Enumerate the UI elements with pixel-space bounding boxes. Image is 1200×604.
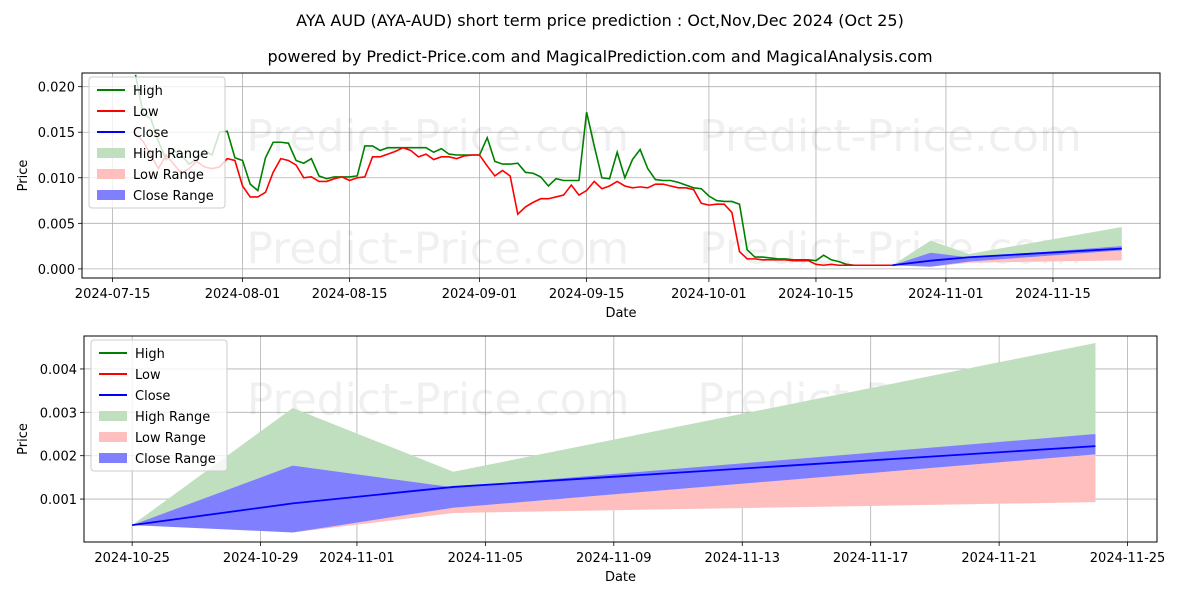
y-tick-label: 0.004	[40, 363, 77, 378]
legend-label: Low Range	[135, 431, 206, 446]
legend-label: Low Range	[133, 168, 204, 183]
legend: High Low Close High Range Low Range Close Ran…	[88, 76, 226, 209]
close-range-area	[132, 434, 1096, 533]
x-tick-label: 2024-07-15	[75, 287, 151, 302]
y-axis-label: Price	[16, 160, 31, 192]
watermark: Predict-Price.com	[246, 111, 629, 162]
x-tick-label: 2024-08-01	[205, 287, 281, 302]
y-tick-label: 0.000	[38, 263, 75, 278]
x-axis-label: Date	[605, 570, 636, 585]
chart-title: AYA AUD (AYA-AUD) short term price predi…	[296, 11, 904, 30]
x-tick-label: 2024-11-25	[1090, 551, 1166, 566]
x-tick-label: 2024-11-13	[704, 551, 780, 566]
legend-swatch-high-range	[99, 411, 127, 421]
legend-swatch-close-range	[97, 190, 125, 200]
x-tick-label: 2024-11-09	[576, 551, 652, 566]
low-range-area	[892, 250, 1122, 267]
x-tick-label: 2024-11-01	[319, 551, 395, 566]
x-tick-label: 2024-11-17	[833, 551, 909, 566]
low-line	[134, 133, 893, 267]
y-tick-label: 0.015	[38, 126, 75, 141]
x-tick-label: 2024-09-01	[442, 287, 518, 302]
y-tick-label: 0.002	[40, 450, 77, 465]
close-line	[892, 247, 1122, 267]
legend-label: Close	[133, 126, 168, 141]
x-tick-label: 2024-11-05	[448, 551, 524, 566]
legend-swatch-low-range	[97, 169, 125, 179]
legend-swatch-low-range	[99, 432, 127, 442]
y-tick-label: 0.003	[40, 406, 77, 421]
legend-label: Close Range	[135, 452, 216, 467]
legend-label: Close Range	[133, 189, 214, 204]
x-tick-label: 2024-11-21	[961, 551, 1037, 566]
chart-subtitle: powered by Predict-Price.com and Magical…	[267, 47, 932, 66]
axes-frame	[83, 335, 1158, 543]
legend-label: Low	[133, 105, 159, 120]
x-tick-label: 2024-11-01	[908, 287, 984, 302]
legend-label: High	[135, 347, 165, 362]
x-tick-label: 2024-10-29	[223, 551, 299, 566]
legend: High Low Close High Range Low Range Close Ran…	[90, 339, 228, 472]
legend-swatch-high-range	[97, 148, 125, 158]
x-tick-label: 2024-10-25	[94, 551, 170, 566]
top-chart: 2024-07-15 2024-08-01 2024-08-15 2024-09-01…	[16, 72, 1161, 321]
legend-label: High	[133, 84, 163, 99]
y-tick-label: 0.020	[38, 81, 75, 96]
close-line	[132, 445, 1096, 526]
x-axis-label: Date	[605, 306, 636, 321]
y-tick-label: 0.001	[40, 493, 77, 508]
y-axis-label: Price	[16, 423, 31, 455]
legend-label: Close	[135, 389, 170, 404]
low-range-area	[132, 454, 1096, 533]
legend-swatch-close-range	[99, 453, 127, 463]
high-line	[134, 74, 893, 267]
legend-label: High Range	[133, 147, 208, 162]
plot-area: Predict-Price.com Predict-Price.com Predic…	[134, 74, 1122, 275]
x-tick-label: 2024-08-15	[312, 287, 388, 302]
x-tick-label: 2024-10-15	[778, 287, 854, 302]
x-tick-label: 2024-09-15	[549, 287, 625, 302]
bottom-chart: 2024-10-25 2024-10-29 2024-11-01 2024-11-05…	[16, 335, 1166, 585]
x-tick-label: 2024-10-01	[671, 287, 747, 302]
legend-label: High Range	[135, 410, 210, 425]
x-tick-label: 2024-11-15	[1015, 287, 1091, 302]
legend-label: Low	[135, 368, 161, 383]
watermark: Predict-Price.com	[699, 111, 1082, 162]
watermark: Predict-Price.com	[246, 224, 629, 275]
axes-frame	[81, 72, 1161, 279]
y-tick-label: 0.010	[38, 172, 75, 187]
y-tick-label: 0.005	[38, 217, 75, 232]
